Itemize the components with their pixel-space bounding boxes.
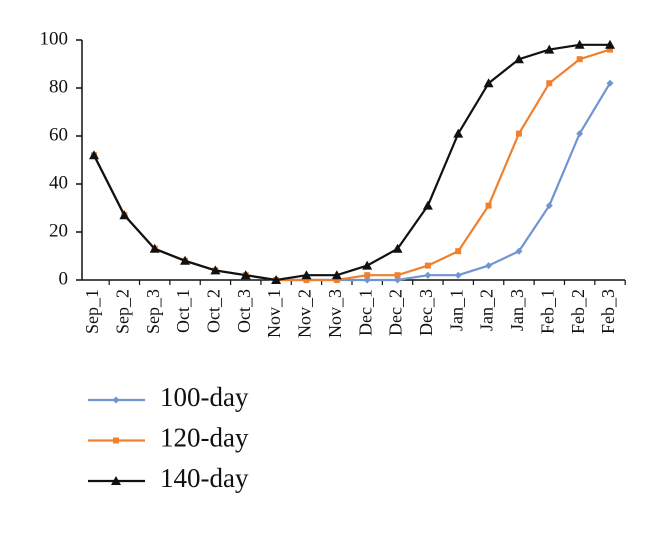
point	[546, 80, 553, 87]
point	[453, 128, 464, 138]
point	[364, 272, 371, 279]
x-tick-label: Dec_3	[416, 289, 436, 336]
point	[333, 277, 340, 283]
point	[574, 39, 585, 49]
point	[485, 262, 493, 270]
legend-label: 120-day	[160, 423, 249, 453]
x-tick-label: Jan_2	[477, 289, 497, 331]
point	[303, 277, 310, 283]
point	[240, 270, 251, 280]
point	[119, 210, 130, 220]
point	[424, 262, 431, 269]
point	[483, 78, 494, 88]
point	[180, 255, 191, 265]
point	[513, 54, 524, 64]
x-tick-label: Feb_2	[568, 289, 588, 334]
point	[605, 39, 615, 49]
series-line	[93, 43, 610, 282]
series-line	[93, 48, 611, 282]
point	[607, 46, 613, 53]
x-tick-label: Feb_3	[598, 289, 618, 334]
point	[301, 270, 312, 280]
x-tick-label: Sep_3	[143, 289, 163, 334]
point	[515, 247, 523, 255]
point	[576, 56, 583, 63]
point	[363, 276, 371, 284]
x-tick-label: Sep_2	[112, 289, 132, 334]
point	[424, 271, 432, 279]
x-tick-label: Jan_1	[446, 289, 466, 331]
point	[455, 248, 462, 255]
x-tick-label: Sep_1	[82, 289, 102, 334]
legend-marker	[112, 396, 120, 404]
point	[362, 260, 373, 270]
x-tick-label: Nov_3	[325, 289, 345, 338]
point	[394, 272, 401, 279]
x-tick-label: Oct_2	[204, 289, 224, 333]
x-tick-label: Dec_2	[386, 289, 406, 336]
legend-label: 100-day	[160, 382, 249, 412]
point	[454, 271, 462, 279]
point	[422, 200, 433, 210]
x-tick-label: Dec_1	[355, 289, 375, 336]
x-tick-label: Jan_3	[507, 289, 527, 331]
point	[545, 202, 553, 210]
point	[149, 243, 160, 253]
y-tick-label: 80	[49, 76, 68, 97]
point	[89, 150, 99, 160]
legend-label: 140-day	[160, 463, 249, 493]
point	[515, 130, 522, 137]
point	[392, 243, 403, 253]
point	[394, 276, 402, 284]
y-tick-label: 100	[40, 28, 69, 49]
y-tick-label: 40	[49, 172, 68, 193]
point	[544, 44, 555, 54]
x-tick-label: Feb_1	[537, 289, 557, 334]
y-tick-label: 60	[49, 124, 68, 145]
x-tick-label: Oct_3	[234, 289, 254, 333]
x-tick-label: Oct_1	[173, 289, 193, 333]
legend-marker	[111, 476, 121, 485]
point	[271, 275, 282, 284]
point	[485, 202, 492, 209]
point	[576, 130, 584, 138]
legend-marker	[113, 437, 119, 444]
point	[210, 265, 221, 275]
point	[606, 79, 614, 87]
point	[331, 270, 342, 280]
y-tick-label: 0	[59, 268, 69, 289]
y-tick-label: 20	[49, 220, 68, 241]
x-tick-label: Nov_2	[295, 289, 315, 338]
x-tick-label: Nov_1	[264, 289, 284, 338]
